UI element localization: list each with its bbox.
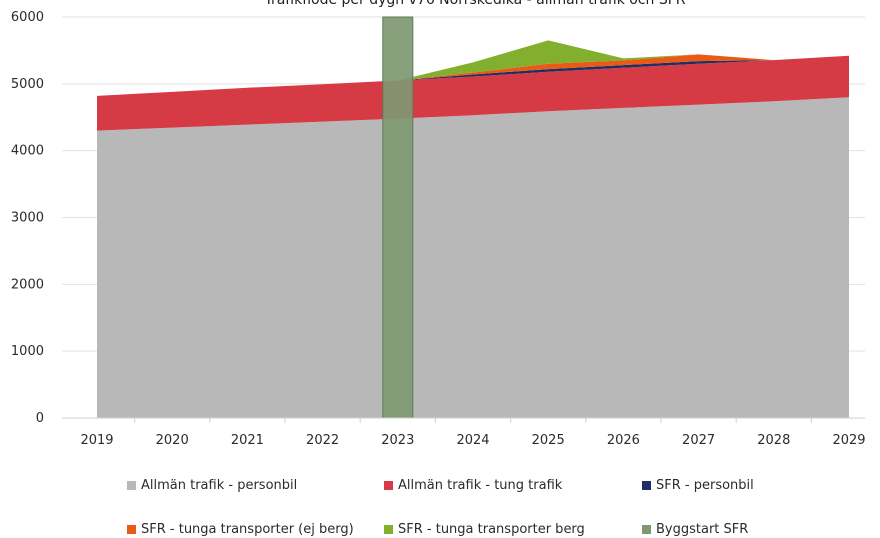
y-tick-label: 0 [36, 411, 44, 426]
x-tick-label: 2027 [682, 433, 715, 448]
x-tick-label: 2029 [832, 433, 865, 448]
byggstart-sfr-bar [382, 16, 414, 419]
y-tick-label: 1000 [11, 344, 44, 359]
y-tick-label: 6000 [11, 10, 44, 25]
area-series-5 [97, 40, 849, 96]
byggstart-marker-layer [382, 16, 414, 419]
area-series [97, 40, 849, 418]
axes: 0 1000 2000 3000 4000 5000 6000 2019 2020 2021 202… [11, 10, 866, 448]
y-tick-label: 5000 [11, 77, 44, 92]
area-series-3 [97, 55, 849, 96]
x-tick-label: 2025 [532, 433, 565, 448]
x-tick-label: 2021 [231, 433, 264, 448]
x-tick-label: 2028 [757, 433, 790, 448]
y-tick-label: 3000 [11, 211, 44, 226]
y-tick-label: 4000 [11, 144, 44, 159]
x-tick-label: 2026 [607, 433, 640, 448]
x-tick-label: 2023 [381, 433, 414, 448]
area-series-2 [97, 55, 849, 131]
area-series-1 [97, 97, 849, 418]
chart-title: Trafikflöde per dygn v76 Norrskedika - a… [263, 0, 685, 8]
x-tick-label: 2019 [80, 433, 113, 448]
x-tick-label: 2022 [306, 433, 339, 448]
y-tick-label: 2000 [11, 277, 44, 292]
x-tick-label: 2020 [156, 433, 189, 448]
x-tick-label: 2024 [456, 433, 489, 448]
